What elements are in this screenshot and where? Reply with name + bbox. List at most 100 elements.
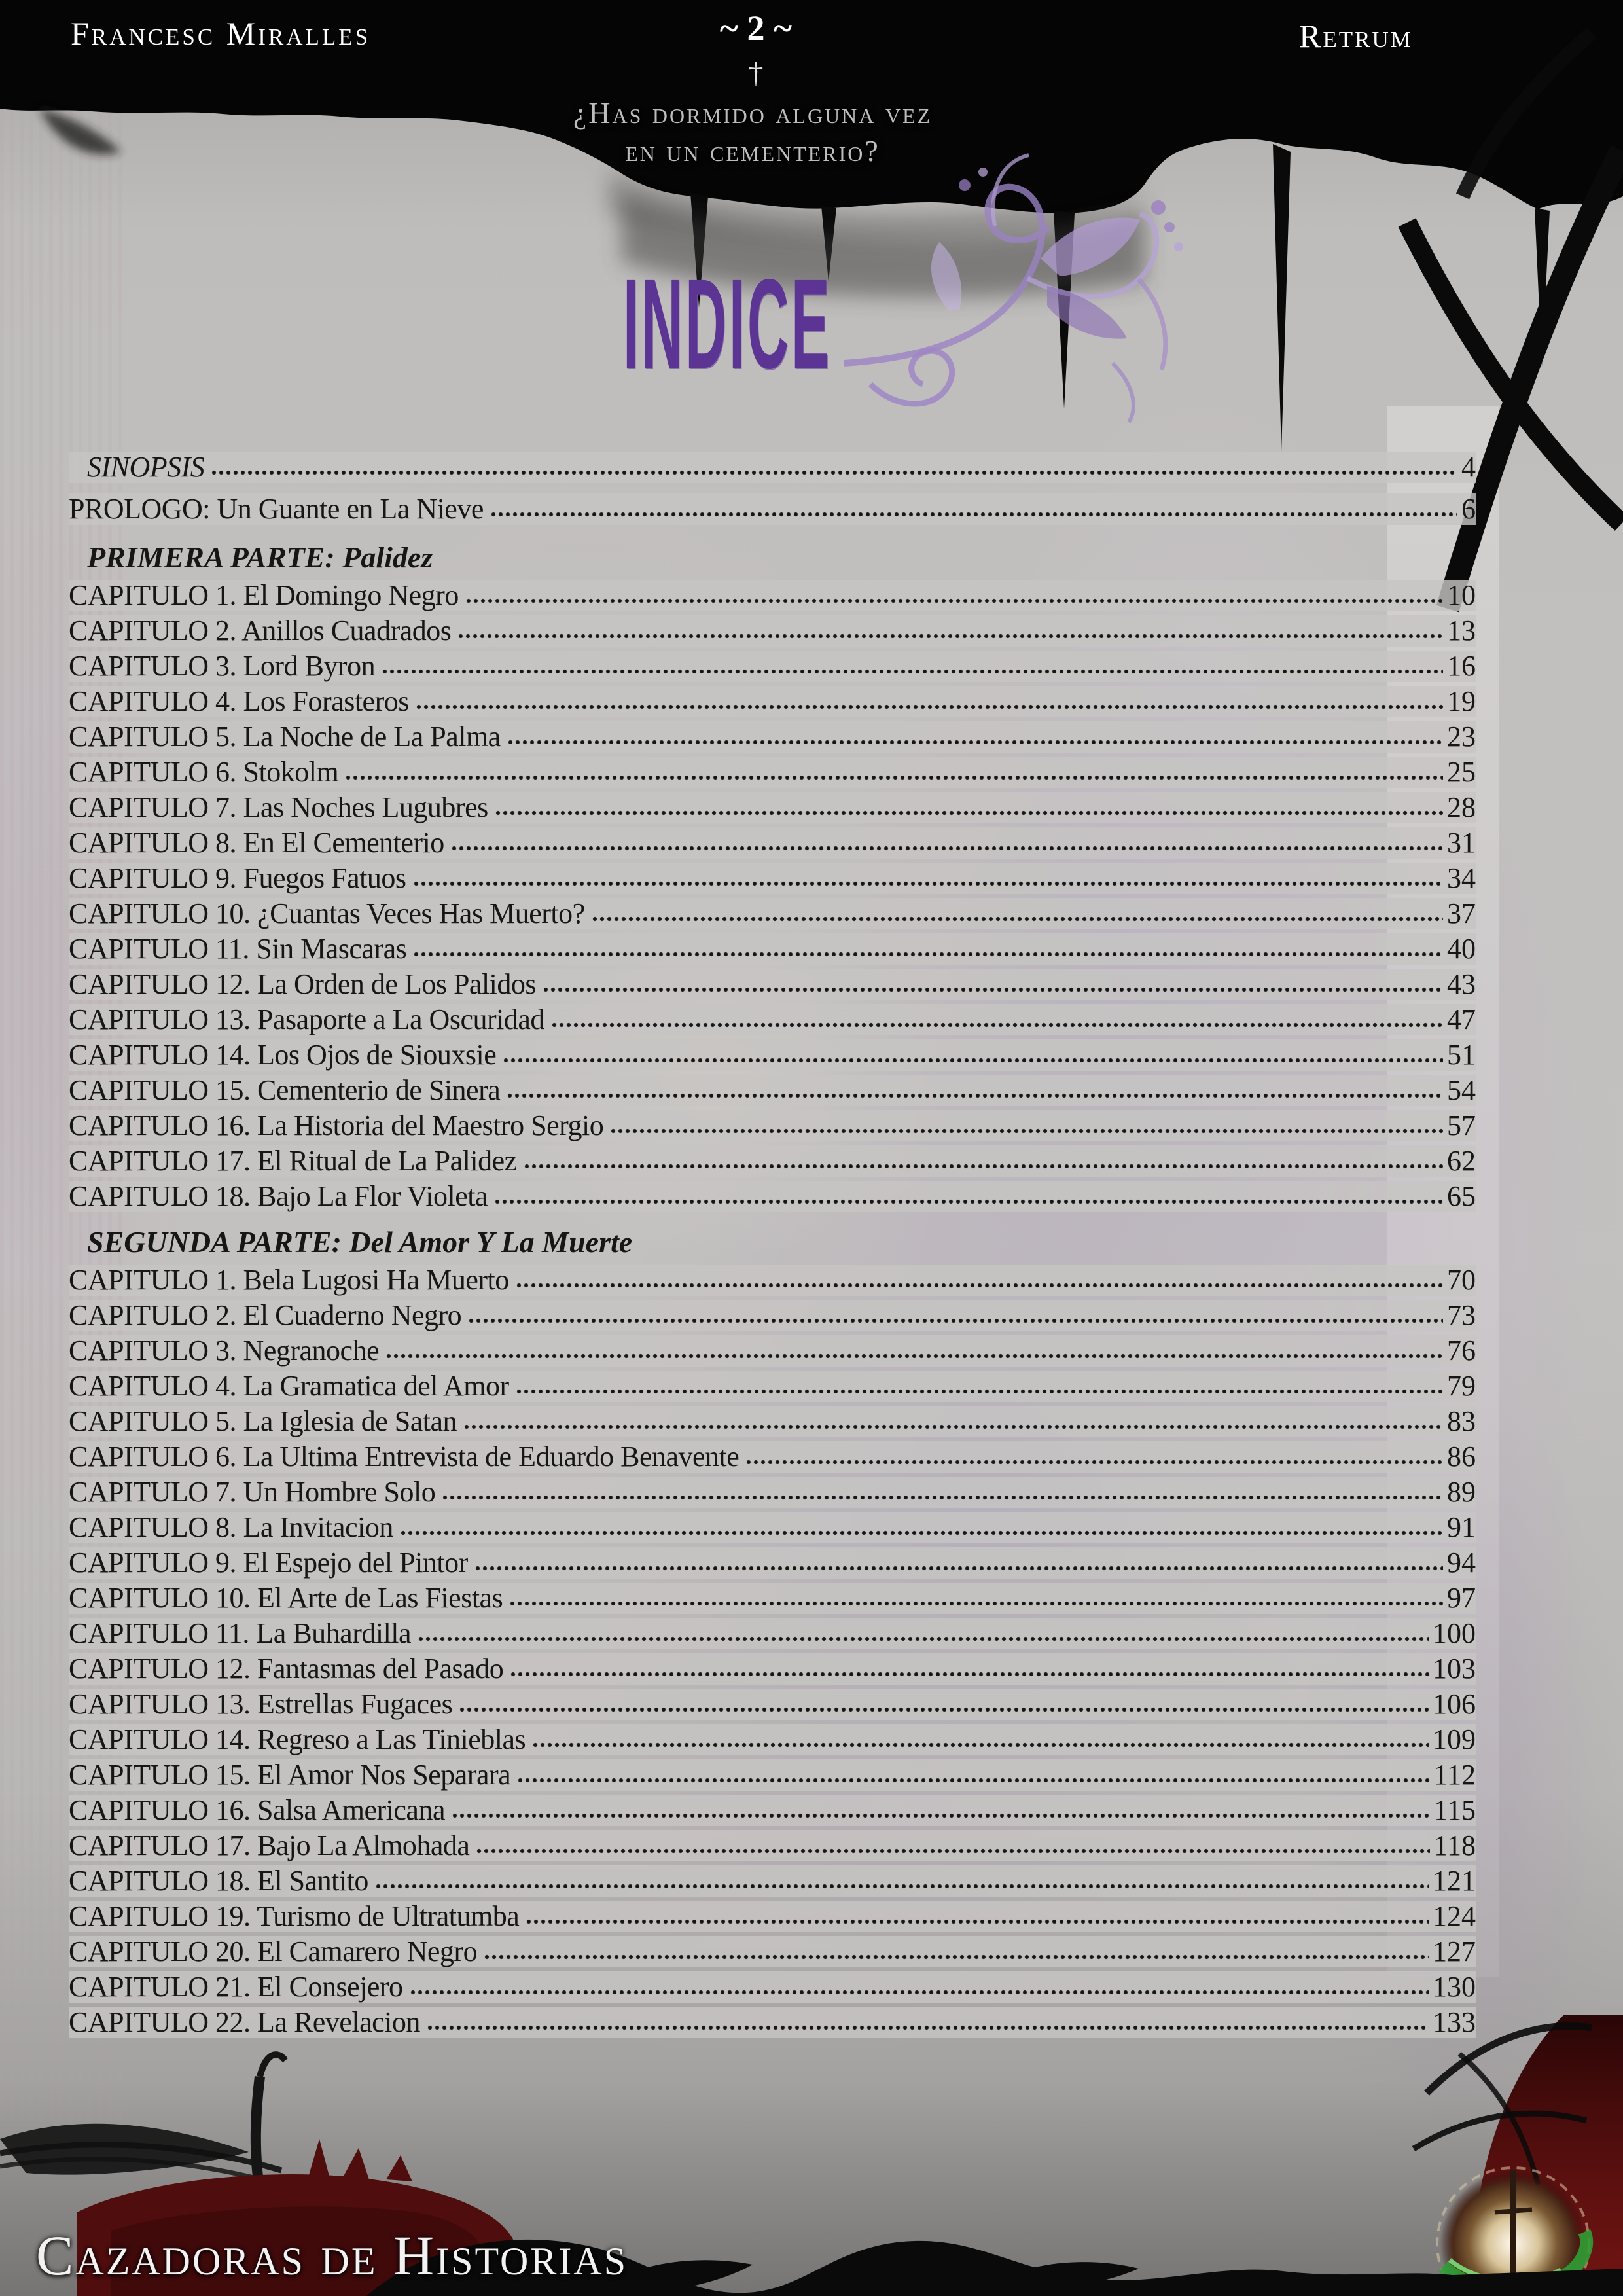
toc-entry: CAPITULO 10. ¿Cuantas Veces Has Muerto? 3… bbox=[69, 898, 1476, 929]
toc-entry: CAPITULO 7. Un Hombre Solo 89 bbox=[69, 1477, 1476, 1508]
toc-entry-page: 79 bbox=[1447, 1370, 1476, 1402]
toc-entry: CAPITULO 13. Estrellas Fugaces 106 bbox=[69, 1689, 1476, 1720]
dotted-leader bbox=[517, 1778, 1430, 1784]
dotted-leader bbox=[413, 952, 1443, 958]
toc-entry: CAPITULO 1. El Domingo Negro 10 bbox=[69, 580, 1476, 611]
toc-entry-label: CAPITULO 3. Lord Byron bbox=[69, 650, 376, 682]
toc-entry: CAPITULO 9. Fuegos Fatuos 34 bbox=[69, 863, 1476, 894]
toc-entry-label: CAPITULO 19. Turismo de Ultratumba bbox=[69, 1900, 520, 1932]
dotted-leader bbox=[509, 1601, 1443, 1607]
toc-entry: CAPITULO 5. La Iglesia de Satan 83 bbox=[69, 1406, 1476, 1437]
toc-entry-page: 51 bbox=[1447, 1039, 1476, 1071]
cross-icon: † bbox=[748, 56, 764, 89]
toc-entry-label: CAPITULO 4. Los Forasteros bbox=[69, 685, 409, 717]
toc-entry: CAPITULO 6. La Ultima Entrevista de Edua… bbox=[69, 1441, 1476, 1473]
toc-entry-page: 28 bbox=[1447, 791, 1476, 823]
toc-entry: CAPITULO 14. Regreso a Las Tinieblas 109 bbox=[69, 1724, 1476, 1755]
dotted-leader bbox=[468, 1318, 1443, 1324]
toc-entry-label: CAPITULO 15. Cementerio de Sinera bbox=[69, 1074, 501, 1106]
toc-entry: CAPITULO 4. La Gramatica del Amor 79 bbox=[69, 1371, 1476, 1402]
toc-entry: CAPITULO 2. Anillos Cuadrados 13 bbox=[69, 615, 1476, 647]
tagline-line1: ¿Has dormido alguna vez bbox=[573, 96, 933, 130]
toc-entry-page: 13 bbox=[1447, 615, 1476, 647]
toc-entry: CAPITULO 9. El Espejo del Pintor 94 bbox=[69, 1547, 1476, 1579]
dotted-leader bbox=[465, 598, 1443, 604]
dotted-leader bbox=[532, 1742, 1429, 1748]
toc-entry-page: 31 bbox=[1447, 827, 1476, 859]
toc-entry-page: 16 bbox=[1447, 650, 1476, 682]
dotted-leader bbox=[457, 634, 1443, 639]
dotted-leader bbox=[503, 1058, 1443, 1064]
dotted-leader bbox=[490, 512, 1457, 518]
toc-entry-label: CAPITULO 18. Bajo La Flor Violeta bbox=[69, 1180, 488, 1212]
toc-entry: CAPITULO 16. La Historia del Maestro Ser… bbox=[69, 1110, 1476, 1141]
dotted-leader bbox=[507, 740, 1443, 745]
toc-entry-page: 86 bbox=[1447, 1441, 1476, 1473]
toc-entry-page: 130 bbox=[1433, 1971, 1476, 2003]
toc-entry-label: CAPITULO 18. El Santito bbox=[69, 1865, 368, 1897]
toc-entry-label: CAPITULO 11. La Buhardilla bbox=[69, 1617, 412, 1649]
toc-entry: CAPITULO 13. Pasaporte a La Oscuridad 47 bbox=[69, 1004, 1476, 1035]
toc-entry-label: CAPITULO 20. El Camarero Negro bbox=[69, 1935, 478, 1967]
toc-entry-page: 91 bbox=[1447, 1511, 1476, 1543]
toc-entry-page: 112 bbox=[1433, 1759, 1476, 1791]
toc-entry: CAPITULO 12. Fantasmas del Pasado 103 bbox=[69, 1653, 1476, 1685]
dotted-leader bbox=[418, 1636, 1429, 1642]
toc-entry-page: 23 bbox=[1447, 721, 1476, 753]
toc-entry-page: 43 bbox=[1447, 968, 1476, 1000]
toc-entry-label: CAPITULO 17. El Ritual de La Palidez bbox=[69, 1145, 517, 1177]
toc-entry-page: 97 bbox=[1447, 1582, 1476, 1614]
toc-entry: PROLOGO: Un Guante en La Nieve 6 bbox=[69, 493, 1476, 525]
toc-entry-label: CAPITULO 1. Bela Lugosi Ha Muerto bbox=[69, 1264, 509, 1296]
toc-entry-label: CAPITULO 6. La Ultima Entrevista de Edua… bbox=[69, 1441, 740, 1473]
toc-entry: CAPITULO 19. Turismo de Ultratumba 124 bbox=[69, 1901, 1476, 1932]
footer-banner: Cazadoras de Historias bbox=[36, 2224, 628, 2287]
toc-entry-label: CAPITULO 14. Los Ojos de Siouxsie bbox=[69, 1039, 497, 1071]
toc-entry: CAPITULO 11. Sin Mascaras 40 bbox=[69, 933, 1476, 965]
toc-entry-label: CAPITULO 12. Fantasmas del Pasado bbox=[69, 1653, 504, 1685]
dotted-leader bbox=[459, 1707, 1429, 1713]
dotted-leader bbox=[409, 1990, 1429, 1996]
dotted-leader bbox=[476, 1848, 1430, 1854]
toc-entry-label: CAPITULO 2. Anillos Cuadrados bbox=[69, 615, 452, 647]
toc-entry-page: 121 bbox=[1433, 1865, 1476, 1897]
toc-entry-page: 25 bbox=[1447, 756, 1476, 788]
toc-entry: CAPITULO 8. En El Cementerio 31 bbox=[69, 827, 1476, 859]
header-book-title: Retrum bbox=[1299, 18, 1413, 54]
toc-entry-label: CAPITULO 9. Fuegos Fatuos bbox=[69, 862, 406, 894]
toc-entry-label: CAPITULO 16. La Historia del Maestro Ser… bbox=[69, 1109, 604, 1141]
page-title: INDICE bbox=[623, 253, 832, 395]
toc-entry-label: CAPITULO 21. El Consejero bbox=[69, 1971, 403, 2003]
dotted-leader bbox=[745, 1460, 1443, 1465]
toc-entry: CAPITULO 10. El Arte de Las Fiestas 97 bbox=[69, 1583, 1476, 1614]
dotted-leader bbox=[550, 1022, 1443, 1028]
toc-entry-label: CAPITULO 14. Regreso a Las Tinieblas bbox=[69, 1723, 526, 1755]
dotted-leader bbox=[610, 1128, 1443, 1134]
toc-entry: CAPITULO 16. Salsa Americana 115 bbox=[69, 1795, 1476, 1826]
toc-entry-label: CAPITULO 2. El Cuaderno Negro bbox=[69, 1299, 462, 1331]
toc-entry-label: CAPITULO 12. La Orden de Los Palidos bbox=[69, 968, 537, 1000]
toc-entry-page: 34 bbox=[1447, 862, 1476, 894]
toc-entry-page: 73 bbox=[1447, 1299, 1476, 1331]
dotted-leader bbox=[591, 916, 1443, 922]
dotted-leader bbox=[526, 1919, 1429, 1925]
toc-entry: SINOPSIS 4 bbox=[69, 452, 1476, 483]
dotted-leader bbox=[507, 1093, 1443, 1099]
toc-entry-page: 10 bbox=[1447, 579, 1476, 611]
toc-entry-label: CAPITULO 8. En El Cementerio bbox=[69, 827, 444, 859]
toc-entry-label: CAPITULO 13. Estrellas Fugaces bbox=[69, 1688, 453, 1720]
toc-entry: CAPITULO 17. Bajo La Almohada 118 bbox=[69, 1830, 1476, 1861]
toc-entry-label: CAPITULO 13. Pasaporte a La Oscuridad bbox=[69, 1003, 544, 1035]
floral-flourish-art bbox=[844, 153, 1183, 423]
toc-entry-label: PROLOGO: Un Guante en La Nieve bbox=[69, 493, 484, 525]
toc-entry: CAPITULO 22. La Revelacion 133 bbox=[69, 2007, 1476, 2038]
dotted-leader bbox=[510, 1672, 1429, 1677]
toc-entry: CAPITULO 2. El Cuaderno Negro 73 bbox=[69, 1300, 1476, 1331]
toc-entry-label: CAPITULO 5. La Iglesia de Satan bbox=[69, 1405, 457, 1437]
toc-entry-page: 47 bbox=[1447, 1003, 1476, 1035]
toc-entry-page: 70 bbox=[1447, 1264, 1476, 1296]
toc-entry-page: 65 bbox=[1447, 1180, 1476, 1212]
toc-entry: CAPITULO 12. La Orden de Los Palidos 43 bbox=[69, 969, 1476, 1000]
toc-entry-label: CAPITULO 10. ¿Cuantas Veces Has Muerto? bbox=[69, 897, 585, 929]
toc-entry: CAPITULO 11. La Buhardilla 100 bbox=[69, 1618, 1476, 1649]
